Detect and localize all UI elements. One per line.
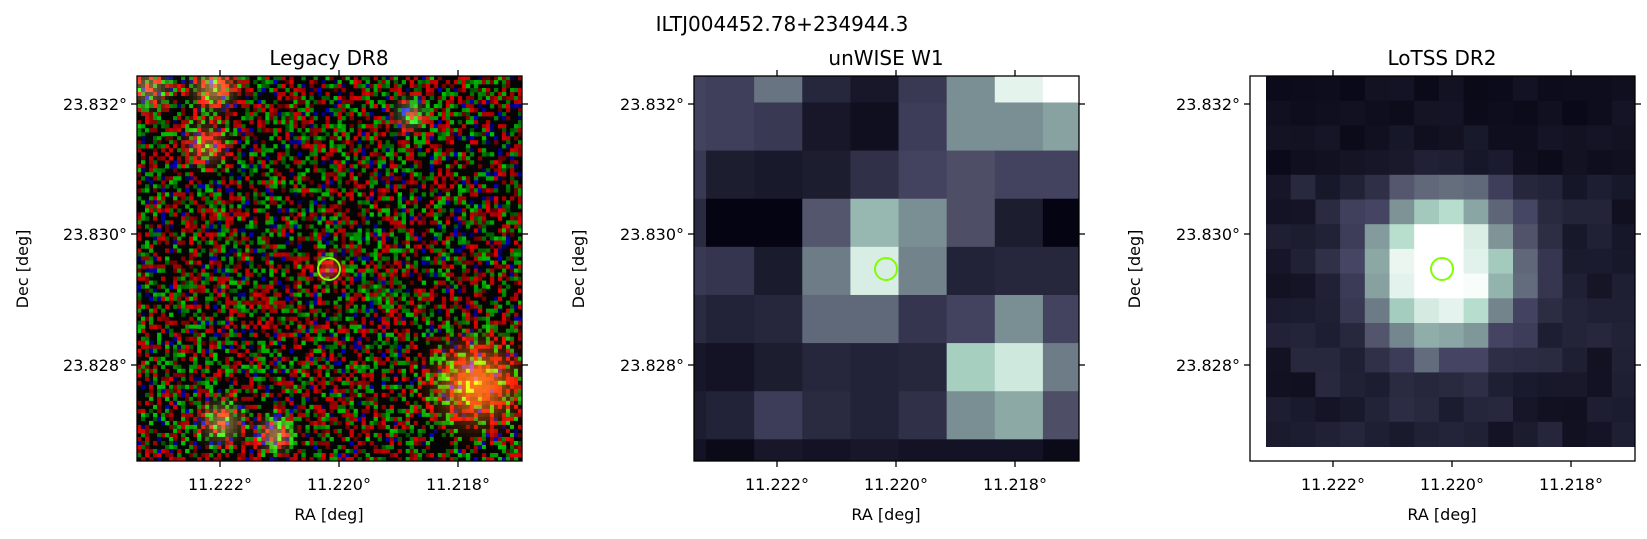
ytick-label: 23.832° [620, 95, 684, 114]
xtick-label: 11.222° [745, 475, 809, 494]
y-axis-label: Dec [deg] [1125, 230, 1144, 309]
xtick-label: 11.222° [188, 475, 252, 494]
x-axis-label: RA [deg] [851, 505, 920, 524]
ytick-label: 23.832° [1176, 95, 1240, 114]
lotss-dr2-image [1250, 76, 1635, 461]
y-axis-label: Dec [deg] [569, 230, 588, 309]
legacy-dr8-image [137, 76, 522, 461]
panel-title: LoTSS DR2 [1387, 46, 1496, 70]
axes-frame [1249, 75, 1636, 462]
x-axis-label: RA [deg] [1407, 505, 1476, 524]
xtick-label: 11.220° [1420, 475, 1484, 494]
ytick-label: 23.828° [620, 356, 684, 375]
panel-unwise-w1: unWISE W1 11.222° 11.220° 11.218° 23.832… [569, 46, 1085, 524]
unwise-w1-image [694, 76, 1079, 461]
xtick-label: 11.220° [307, 475, 371, 494]
ytick-label: 23.830° [1176, 225, 1240, 244]
axis-ticks [1244, 70, 1641, 467]
source-marker-circle [1430, 257, 1454, 281]
axes-frame [693, 75, 1080, 462]
y-axis-label: Dec [deg] [13, 230, 32, 309]
panel-title: unWISE W1 [828, 46, 943, 70]
axes-frame [136, 75, 523, 462]
ytick-label: 23.830° [620, 225, 684, 244]
x-axis-label: RA [deg] [294, 505, 363, 524]
xtick-label: 11.222° [1301, 475, 1365, 494]
panel-lotss-dr2: LoTSS DR2 11.222° 11.220° 11.218° 23.832… [1125, 46, 1641, 524]
axis-ticks [131, 70, 528, 467]
panel-legacy-dr8: Legacy DR8 11.222° 11.220° 11.218° 23.83… [13, 46, 528, 524]
figure-title: ILTJ004452.78+234944.3 [656, 12, 909, 36]
source-marker-circle [317, 257, 341, 281]
ytick-label: 23.832° [63, 95, 127, 114]
xtick-label: 11.218° [426, 475, 490, 494]
source-marker-circle [874, 257, 898, 281]
ytick-label: 23.830° [63, 225, 127, 244]
ytick-label: 23.828° [63, 356, 127, 375]
xtick-label: 11.220° [864, 475, 928, 494]
panel-title: Legacy DR8 [269, 46, 388, 70]
xtick-label: 11.218° [1539, 475, 1603, 494]
axis-ticks [688, 70, 1085, 467]
ytick-label: 23.828° [1176, 356, 1240, 375]
xtick-label: 11.218° [983, 475, 1047, 494]
